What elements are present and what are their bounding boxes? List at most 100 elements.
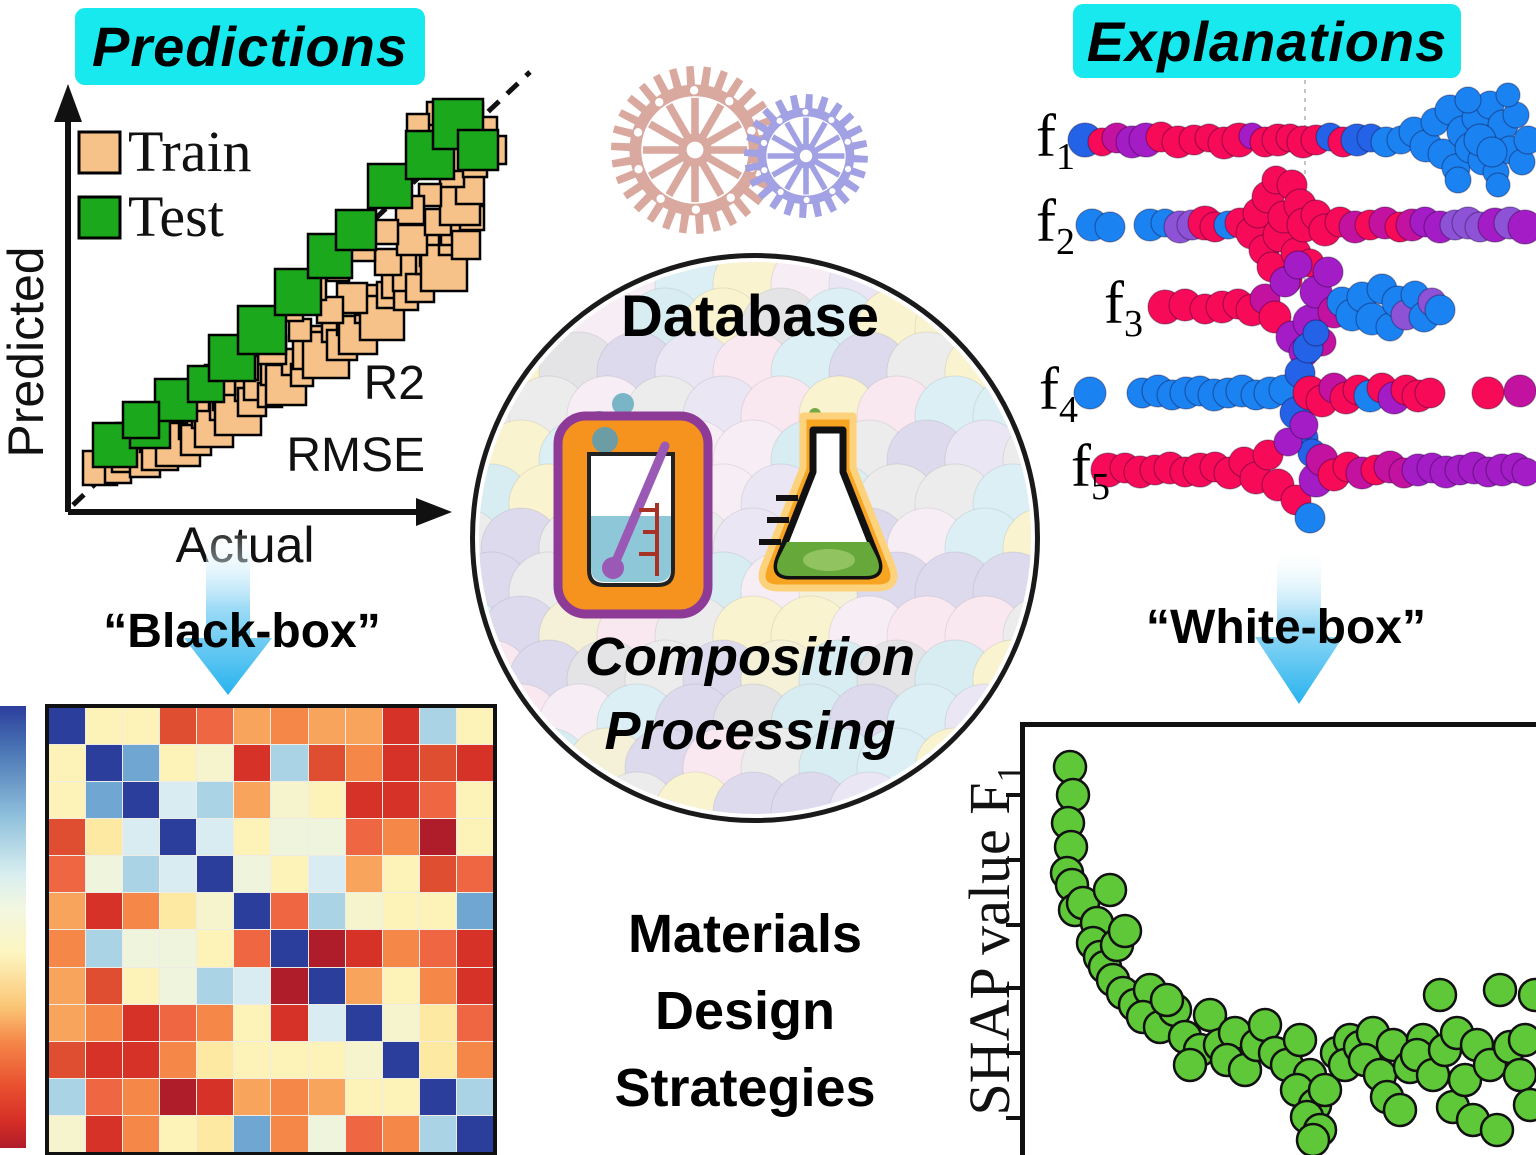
heatmap-cell	[308, 1004, 345, 1041]
heatmap-cell	[49, 1041, 86, 1078]
heatmap-cell	[308, 967, 345, 1004]
heatmap-cell	[456, 745, 493, 782]
heatmap-cell	[123, 745, 160, 782]
heatmap-cell	[49, 930, 86, 967]
heatmap-cell	[271, 819, 308, 856]
shap-beeswarm-plot	[1067, 80, 1536, 534]
shap-y-tick	[1006, 923, 1020, 927]
heatmap-cell	[308, 893, 345, 930]
heatmap-cell	[197, 782, 234, 819]
heatmap-cell	[271, 856, 308, 893]
heatmap-cell	[160, 819, 197, 856]
heatmap-cell	[234, 1115, 271, 1152]
heatmap-cell	[456, 893, 493, 930]
heatmap-cell	[197, 708, 234, 745]
heatmap-cell	[234, 1004, 271, 1041]
shap-y-tick	[1006, 1116, 1020, 1120]
heatmap-cell	[123, 1115, 160, 1152]
heatmap-cell	[86, 1115, 123, 1152]
heatmap-cell	[234, 782, 271, 819]
strategies-line: Strategies	[614, 1058, 876, 1118]
heatmap-cell	[197, 967, 234, 1004]
heatmap-cell	[271, 893, 308, 930]
heatmap-cell	[271, 708, 308, 745]
heatmap-cell	[123, 893, 160, 930]
gears-icon	[611, 66, 868, 234]
heatmap-cell	[345, 1004, 382, 1041]
heatmap-cell	[49, 1115, 86, 1152]
heatmap-cell	[160, 745, 197, 782]
beeswarm-dots	[1067, 82, 1536, 534]
heatmap-cell	[456, 930, 493, 967]
predictions-title-text: Predictions	[92, 15, 408, 78]
heatmap-cell	[308, 1078, 345, 1115]
heatmap-cell	[234, 708, 271, 745]
heatmap-cell	[419, 1004, 456, 1041]
heatmap-cell	[234, 1041, 271, 1078]
heatmap-cell	[271, 782, 308, 819]
heatmap-cell	[345, 856, 382, 893]
heatmap-cell	[382, 708, 419, 745]
heatmap-cell	[49, 1078, 86, 1115]
heatmap-cell	[86, 1004, 123, 1041]
shap-dependence-plot	[1020, 722, 1536, 1155]
heatmap-cell	[86, 1078, 123, 1115]
heatmap-cell	[86, 745, 123, 782]
database-line-composition: Composition	[585, 627, 915, 687]
heatmap-cell	[197, 893, 234, 930]
shap-y-tick	[1006, 858, 1020, 862]
whitebox-label: “White-box”	[1146, 601, 1426, 654]
beaker-icon	[553, 393, 713, 619]
heatmap-cell	[197, 930, 234, 967]
heatmap-cell	[308, 708, 345, 745]
blackbox-arrow-icon	[184, 535, 272, 695]
heatmap-cell	[197, 1004, 234, 1041]
train-legend-label: Train	[128, 119, 252, 184]
heatmap-cell	[419, 893, 456, 930]
heatmap-cell	[382, 1078, 419, 1115]
feature-label-f2: f2	[1036, 188, 1075, 263]
correlation-heatmap	[45, 704, 497, 1155]
heatmap-cell	[49, 819, 86, 856]
predictions-title: Predictions	[75, 8, 425, 85]
heatmap-cell	[345, 745, 382, 782]
heatmap-cell	[271, 745, 308, 782]
heatmap-cell	[160, 893, 197, 930]
heatmap-cell	[456, 782, 493, 819]
heatmap-cell	[456, 856, 493, 893]
heatmap-cell	[271, 967, 308, 1004]
heatmap-cell	[49, 745, 86, 782]
heatmap-grid	[49, 708, 493, 1152]
heatmap-cell	[86, 856, 123, 893]
heatmap-cell	[160, 1004, 197, 1041]
heatmap-cell	[308, 819, 345, 856]
heatmap-cell	[160, 856, 197, 893]
shap-y-tick	[1006, 1051, 1020, 1055]
heatmap-cell	[234, 967, 271, 1004]
heatmap-cell	[382, 1041, 419, 1078]
metric-r2: R2	[363, 357, 425, 410]
heatmap-cell	[271, 1115, 308, 1152]
test-squares	[91, 97, 500, 469]
heatmap-cell	[308, 1041, 345, 1078]
heatmap-cell	[123, 782, 160, 819]
heatmap-cell	[197, 856, 234, 893]
heatmap-cell	[419, 819, 456, 856]
heatmap-cell	[308, 782, 345, 819]
heatmap-cell	[49, 856, 86, 893]
heatmap-cell	[123, 1041, 160, 1078]
heatmap-cell	[49, 967, 86, 1004]
heatmap-cell	[234, 819, 271, 856]
shap-ylabel: SHAP value F1	[957, 764, 1030, 1116]
heatmap-cell	[160, 1041, 197, 1078]
heatmap-cell	[345, 930, 382, 967]
shap-y-tick	[1006, 986, 1020, 990]
heatmap-cell	[456, 1004, 493, 1041]
heatmap-cell	[234, 856, 271, 893]
heatmap-cell	[345, 893, 382, 930]
heatmap-cell	[123, 967, 160, 1004]
flask-icon	[758, 408, 898, 592]
heatmap-cell	[456, 1041, 493, 1078]
heatmap-cell	[345, 967, 382, 1004]
heatmap-cell	[345, 819, 382, 856]
